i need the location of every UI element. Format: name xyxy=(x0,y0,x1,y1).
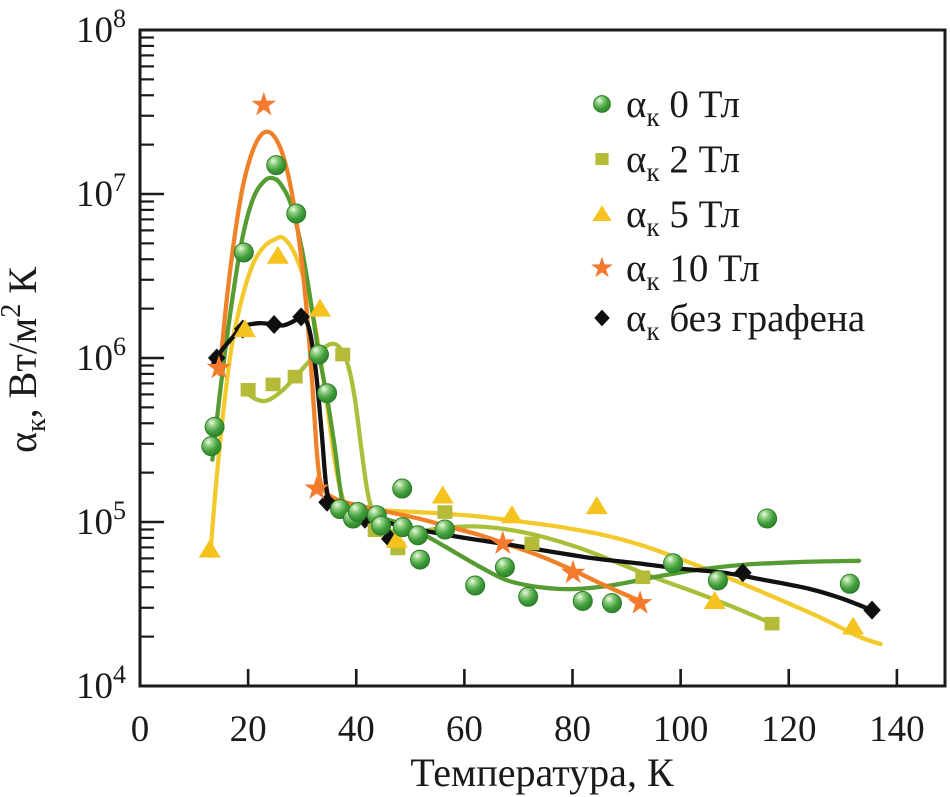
y-axis-tick-labels: 104 105 106 107 108 xyxy=(76,4,126,707)
data-point-triangle xyxy=(500,505,523,524)
legend-label: αк 10 Тл xyxy=(626,247,759,296)
data-point-square xyxy=(335,347,351,362)
data-point-square xyxy=(437,505,453,519)
data-point-circle xyxy=(371,515,392,536)
data-point-star xyxy=(627,590,653,614)
data-point-square xyxy=(240,382,256,397)
legend-marker-circle xyxy=(593,95,611,113)
data-point-triangle xyxy=(309,298,332,317)
data-point-circle xyxy=(663,553,684,574)
series-markers-star xyxy=(206,91,653,614)
series-markers-circle xyxy=(201,155,860,614)
data-point-circle xyxy=(392,478,413,499)
x-tick-label: 80 xyxy=(554,709,591,750)
data-point-circle xyxy=(204,416,225,437)
data-point-square xyxy=(287,369,303,384)
data-point-star xyxy=(206,354,232,379)
data-point-circle xyxy=(347,502,368,523)
legend-label: αк 2 Тл xyxy=(626,138,740,187)
data-point-triangle xyxy=(198,539,221,558)
data-point-triangle xyxy=(266,245,289,264)
x-tick-label: 140 xyxy=(869,709,925,750)
data-point-diamond xyxy=(734,563,752,583)
data-point-triangle xyxy=(385,529,408,548)
data-point-diamond xyxy=(863,600,881,620)
legend-label: αк 5 Тл xyxy=(626,193,740,242)
data-point-square xyxy=(764,616,780,631)
data-point-triangle xyxy=(431,485,454,504)
x-axis-title: Температура, К xyxy=(410,750,674,795)
legend-marker-triangle xyxy=(592,205,612,222)
y-tick-label: 104 xyxy=(76,660,126,707)
data-point-circle xyxy=(434,519,455,540)
legend-item-3: αк 5 Тл xyxy=(592,193,740,242)
data-point-diamond xyxy=(292,307,310,327)
legend-marker-diamond xyxy=(594,309,610,327)
data-point-star xyxy=(304,475,330,499)
data-point-star xyxy=(251,91,277,116)
legend-label: αк без графена xyxy=(626,297,865,346)
x-tick-label: 0 xyxy=(131,709,150,750)
legend-item-2: αк 2 Тл xyxy=(595,138,740,187)
data-point-circle xyxy=(317,383,338,404)
data-point-circle xyxy=(601,593,622,614)
data-point-triangle xyxy=(233,319,256,338)
data-point-circle xyxy=(410,549,431,570)
y-axis-title: αк, Вт/м2 К xyxy=(0,267,52,453)
data-point-circle xyxy=(286,203,307,224)
data-point-circle xyxy=(494,557,515,578)
data-point-star xyxy=(490,530,516,554)
data-point-triangle xyxy=(703,590,726,609)
data-point-circle xyxy=(757,508,778,529)
y-tick-label: 106 xyxy=(76,332,126,379)
data-point-circle xyxy=(572,590,593,611)
data-point-star xyxy=(560,559,586,584)
series-markers-triangle xyxy=(198,245,865,635)
data-point-circle xyxy=(308,344,329,365)
data-point-square xyxy=(524,536,540,551)
legend-item-5: αк без графена xyxy=(594,297,865,346)
x-axis-tick-labels: 0 20 40 60 80 100 120 140 xyxy=(131,709,925,750)
data-point-square xyxy=(635,570,651,585)
data-point-diamond xyxy=(265,315,283,335)
y-tick-label: 107 xyxy=(76,168,126,215)
data-point-circle xyxy=(407,525,428,546)
data-point-square xyxy=(265,377,281,392)
y-axis-ticks xyxy=(140,28,164,688)
data-point-triangle xyxy=(585,496,608,515)
data-point-circle xyxy=(266,155,287,176)
legend-item-4: αк 10 Тл xyxy=(591,247,759,296)
x-tick-label: 60 xyxy=(446,709,483,750)
data-markers xyxy=(198,91,881,635)
data-point-diamond xyxy=(207,348,226,368)
data-point-circle xyxy=(201,436,222,457)
legend-item-1: αк 0 Тл xyxy=(593,83,740,132)
x-tick-label: 100 xyxy=(653,709,709,750)
x-axis-ticks xyxy=(246,669,899,686)
legend-marker-star xyxy=(591,256,613,278)
data-point-circle xyxy=(518,586,539,607)
data-point-circle xyxy=(465,575,486,596)
legend-marker-square xyxy=(595,153,609,165)
data-point-circle xyxy=(707,570,728,591)
legend-label: αк 0 Тл xyxy=(626,83,740,132)
data-point-circle xyxy=(839,573,860,594)
data-point-circle xyxy=(233,242,254,263)
x-tick-label: 120 xyxy=(761,709,817,750)
data-point-triangle xyxy=(842,616,865,635)
x-tick-label: 20 xyxy=(230,709,267,750)
y-tick-label: 108 xyxy=(76,4,126,51)
x-tick-label: 40 xyxy=(338,709,375,750)
y-tick-label: 105 xyxy=(76,496,126,543)
